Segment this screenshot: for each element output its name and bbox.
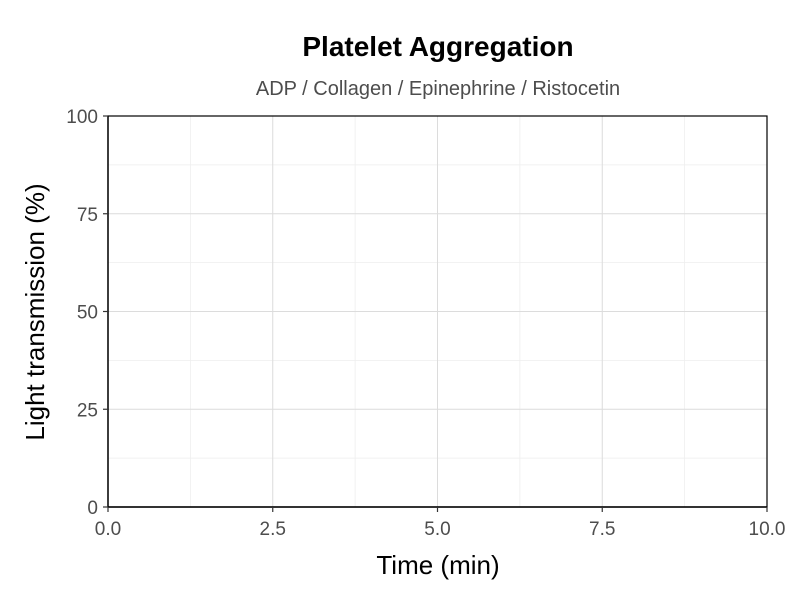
y-tick-label: 75 <box>77 205 98 226</box>
x-tick-label: 2.5 <box>260 519 286 540</box>
x-tick-label: 7.5 <box>589 519 615 540</box>
y-tick-label: 25 <box>77 400 98 421</box>
y-axis-ticks: 0 25 50 75 100 <box>66 107 108 519</box>
x-tick-label: 5.0 <box>424 519 450 540</box>
y-axis-title: Light transmission (%) <box>20 183 50 440</box>
x-tick-label: 10.0 <box>749 519 786 540</box>
x-tick-label: 0.0 <box>95 519 121 540</box>
y-tick-label: 50 <box>77 303 98 324</box>
x-axis-title: Time (min) <box>376 550 499 580</box>
y-tick-label: 100 <box>66 107 98 128</box>
y-tick-label: 0 <box>87 498 98 519</box>
x-axis-ticks: 0.0 2.5 5.0 7.5 10.0 <box>95 507 786 540</box>
chart-title: Platelet Aggregation <box>302 31 573 62</box>
chart-subtitle: ADP / Collagen / Epinephrine / Ristoceti… <box>256 78 620 100</box>
